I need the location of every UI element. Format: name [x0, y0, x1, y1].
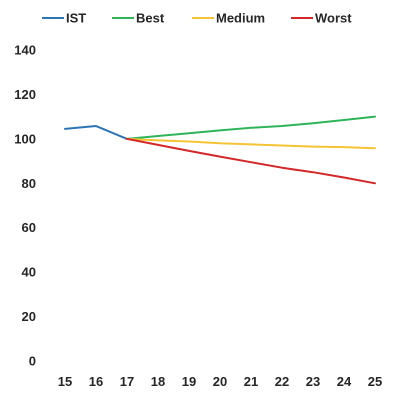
x-tick-label: 23 [306, 374, 320, 389]
legend-label-ist: IST [66, 11, 86, 26]
y-tick-label: 140 [14, 43, 36, 58]
y-axis: 0 20 40 60 80 100 120 140 [14, 43, 36, 369]
series-line-ist [64, 125, 128, 140]
x-axis: 15 16 17 18 19 20 21 22 23 24 25 [58, 374, 382, 389]
legend: IST Best Medium Worst [42, 11, 352, 26]
x-tick-label: 19 [182, 374, 196, 389]
y-tick-label: 60 [22, 220, 36, 235]
x-tick-label: 20 [213, 374, 227, 389]
x-tick-label: 16 [89, 374, 103, 389]
legend-label-medium: Medium [216, 11, 265, 26]
x-tick-label: 21 [244, 374, 258, 389]
x-tick-label: 24 [337, 374, 352, 389]
y-tick-label: 80 [22, 176, 36, 191]
y-tick-label: 0 [29, 354, 36, 369]
x-tick-label: 17 [120, 374, 134, 389]
y-tick-label: 20 [22, 309, 36, 324]
plot-area [64, 115, 376, 185]
y-tick-label: 40 [22, 265, 36, 280]
series-line-best [126, 115, 376, 140]
x-tick-label: 15 [58, 374, 72, 389]
y-tick-label: 120 [14, 87, 36, 102]
x-tick-label: 18 [151, 374, 165, 389]
series-line-worst [126, 137, 376, 185]
legend-label-best: Best [136, 11, 165, 26]
x-tick-label: 22 [275, 374, 289, 389]
legend-label-worst: Worst [315, 11, 352, 26]
x-tick-label: 25 [368, 374, 382, 389]
y-tick-label: 100 [14, 131, 36, 146]
series-line-medium [126, 137, 376, 150]
